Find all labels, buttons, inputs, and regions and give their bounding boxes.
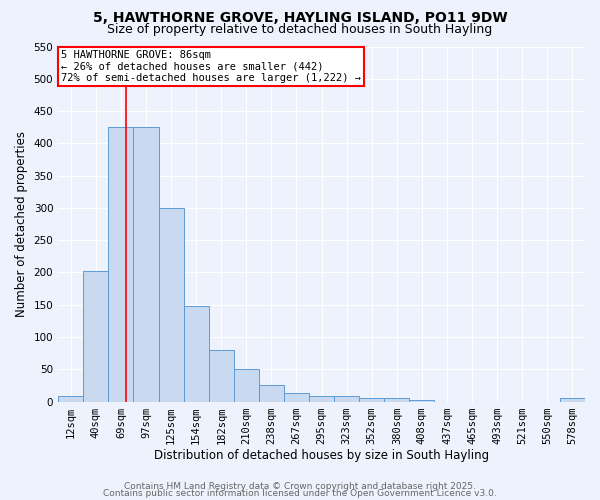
Bar [58, 396, 83, 402]
Bar [209, 350, 234, 402]
Bar [409, 400, 434, 402]
Text: Size of property relative to detached houses in South Hayling: Size of property relative to detached ho… [107, 22, 493, 36]
Bar [284, 393, 309, 402]
Bar [259, 386, 284, 402]
Bar [385, 398, 409, 402]
Bar [334, 396, 359, 402]
Bar [309, 396, 334, 402]
Bar [184, 306, 209, 402]
Bar [109, 127, 133, 402]
Bar [158, 208, 184, 402]
Bar [83, 271, 109, 402]
Text: Contains HM Land Registry data © Crown copyright and database right 2025.: Contains HM Land Registry data © Crown c… [124, 482, 476, 491]
Bar [133, 127, 158, 402]
Bar [560, 398, 585, 402]
Bar [359, 398, 385, 402]
Bar [234, 370, 259, 402]
Text: 5 HAWTHORNE GROVE: 86sqm
← 26% of detached houses are smaller (442)
72% of semi-: 5 HAWTHORNE GROVE: 86sqm ← 26% of detach… [61, 50, 361, 84]
Text: 5, HAWTHORNE GROVE, HAYLING ISLAND, PO11 9DW: 5, HAWTHORNE GROVE, HAYLING ISLAND, PO11… [92, 11, 508, 25]
X-axis label: Distribution of detached houses by size in South Hayling: Distribution of detached houses by size … [154, 450, 489, 462]
Y-axis label: Number of detached properties: Number of detached properties [15, 131, 28, 317]
Text: Contains public sector information licensed under the Open Government Licence v3: Contains public sector information licen… [103, 489, 497, 498]
